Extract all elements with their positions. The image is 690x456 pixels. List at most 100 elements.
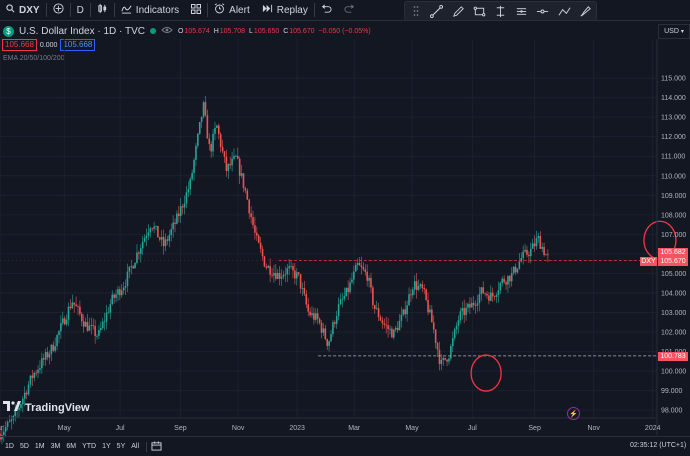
candle-body: [543, 246, 545, 256]
timeframe-1y[interactable]: 1Y: [102, 443, 111, 450]
pen-icon[interactable]: [450, 3, 466, 19]
chart-title: U.S. Dollar Index · 1D · TVC: [19, 25, 145, 37]
candle-body: [124, 285, 127, 288]
candle-body: [408, 294, 410, 306]
candle-body: [461, 308, 464, 312]
price-tag-high: 105.682: [658, 248, 688, 258]
drawing-toolbar: [404, 1, 597, 21]
low-value: 105.650: [253, 27, 280, 35]
candle-body: [155, 225, 157, 227]
candle-body: [77, 306, 79, 308]
currency-selector[interactable]: USD ▾: [658, 24, 690, 39]
candle-body: [90, 325, 93, 326]
candle-body: [490, 292, 492, 301]
candle-body: [41, 358, 43, 369]
candle-body: [480, 287, 483, 295]
date-range-icon[interactable]: [151, 440, 162, 453]
candle-body: [52, 344, 55, 351]
path-icon[interactable]: [556, 3, 572, 19]
candle-body: [465, 307, 467, 316]
price-range-icon[interactable]: [535, 3, 551, 19]
price-tag-symbol: DXY: [640, 257, 657, 267]
candle-body: [535, 238, 538, 247]
trend-line-icon[interactable]: [429, 3, 445, 19]
bid-price-box[interactable]: 105.668: [2, 39, 37, 51]
timeframe-1m[interactable]: 1M: [34, 443, 45, 450]
candle-body: [372, 287, 374, 306]
live-dot-icon: [149, 28, 156, 34]
replay-button[interactable]: Replay: [256, 0, 314, 20]
candle-body: [231, 158, 233, 166]
brush-icon[interactable]: [577, 3, 593, 19]
candle-body: [364, 269, 367, 272]
candle-body: [141, 241, 144, 249]
undo-icon: [321, 3, 332, 17]
compare-button[interactable]: [47, 0, 70, 20]
bottom-toolbar: 1D 5D 1M 3M 6M YTD 1Y 5Y All 02:35:12 (UTC+1): [0, 436, 690, 456]
candle-body: [332, 322, 334, 335]
separator: [89, 3, 91, 17]
alert-button[interactable]: Alert: [208, 0, 256, 20]
candle-body: [501, 278, 504, 283]
candle-body: [360, 265, 363, 268]
candle-body: [451, 338, 454, 347]
redo-button[interactable]: [338, 0, 361, 20]
candle-body: [179, 206, 182, 217]
bar-style-button[interactable]: [91, 0, 114, 20]
undo-button[interactable]: [315, 0, 338, 20]
clock-readout[interactable]: 02:35:12 (UTC+1): [630, 442, 687, 449]
timeframe-1d[interactable]: 1D: [5, 443, 14, 450]
candle-body: [528, 254, 530, 257]
drag-handle-icon[interactable]: [408, 3, 424, 19]
candle-body: [398, 320, 401, 331]
candle-body: [132, 266, 134, 269]
ask-price-box[interactable]: 105.668: [60, 39, 96, 51]
lightning-event-icon[interactable]: ⚡: [567, 407, 580, 420]
candle-body: [510, 273, 513, 282]
layout-button[interactable]: [185, 0, 207, 20]
time-tick-label: ar: [0, 425, 4, 432]
candle-body: [539, 236, 542, 249]
timeframe-3m[interactable]: 3M: [50, 443, 61, 450]
separator: [69, 3, 71, 17]
indicators-button[interactable]: Indicators: [115, 0, 185, 20]
candle-body: [427, 299, 429, 313]
candle-body: [303, 287, 306, 295]
candle-body: [292, 265, 294, 271]
candle-body: [366, 271, 368, 281]
candle-body: [235, 155, 237, 157]
candle-body: [286, 268, 289, 275]
eye-icon[interactable]: [161, 26, 173, 36]
candle-body: [75, 304, 77, 307]
candle-body: [284, 274, 287, 276]
timeframe-6m[interactable]: 6M: [66, 443, 77, 450]
timeframe-5y[interactable]: 5Y: [116, 443, 126, 450]
ema-indicator-label[interactable]: EMA 20/50/100/200: [3, 55, 65, 62]
candle-body: [322, 328, 325, 333]
interval-button[interactable]: D: [71, 0, 90, 20]
candle-body: [503, 278, 505, 283]
timeframe-5d[interactable]: 5D: [19, 443, 29, 450]
horizontal-levels-layer: [0, 259, 656, 357]
candle-body: [250, 213, 252, 218]
time-tick-label: Sep: [174, 425, 187, 432]
timeframe-all[interactable]: All: [131, 443, 140, 450]
timeframe-ytd[interactable]: YTD: [82, 443, 97, 450]
candle-body: [334, 322, 336, 324]
long-position-icon[interactable]: [514, 3, 530, 19]
candle-body: [404, 309, 407, 315]
candle-body: [278, 272, 281, 279]
candle-body: [412, 289, 414, 296]
chart-legend: $ U.S. Dollar Index · 1D · TVC O 105.674 …: [0, 24, 371, 38]
candle-body: [79, 306, 81, 314]
price-tick-label: 104.000: [661, 290, 686, 297]
price-tick-label: 114.000: [661, 95, 686, 102]
symbol-search[interactable]: DXY: [0, 0, 46, 20]
measure-icon[interactable]: [492, 3, 508, 19]
candle-body: [526, 249, 528, 255]
symbol-badge-icon: $: [3, 25, 14, 37]
candle-body: [187, 189, 190, 193]
open-value: 105.674: [184, 27, 210, 35]
rectangle-icon[interactable]: [471, 3, 487, 19]
